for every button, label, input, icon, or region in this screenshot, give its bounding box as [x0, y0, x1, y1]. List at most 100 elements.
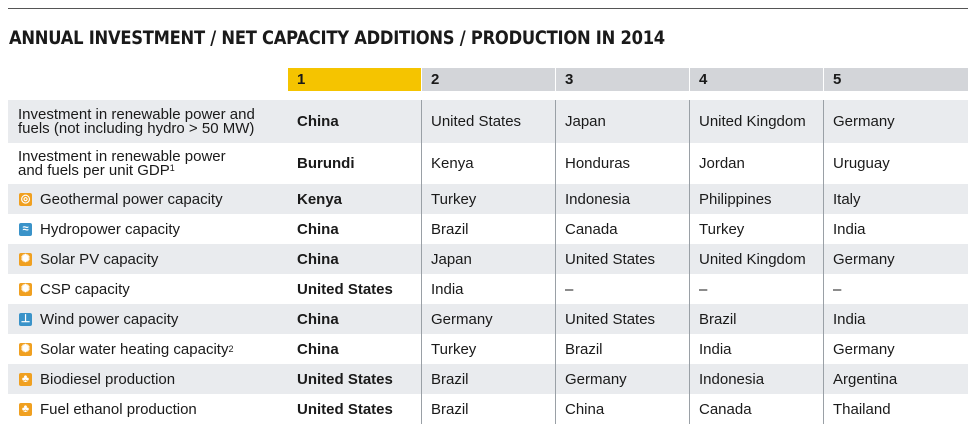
- rank-2-cell: Turkey: [431, 190, 477, 208]
- rank-2-cell: Japan: [431, 250, 472, 268]
- row-label-text: Solar water heating capacity: [40, 340, 229, 358]
- rank-2-cell: Germany: [431, 310, 493, 328]
- table-row: ✺ Solar water heating capacity 2 China Turke…: [8, 334, 968, 364]
- rank-3-cell: United States: [565, 250, 656, 268]
- row-label-text: Hydropower capacity: [40, 220, 181, 238]
- column-header-2: 2: [422, 68, 555, 91]
- rank-3-cell: Japan: [565, 113, 606, 130]
- rank-4-cell: United Kingdom: [699, 113, 806, 130]
- footnote-marker: 1: [169, 162, 175, 173]
- table-row: ✺ Solar PV capacity China Japan United State…: [8, 244, 968, 274]
- rank-3-cell: –: [565, 280, 574, 298]
- rank-2-cell: Kenya: [431, 155, 474, 172]
- rank-5-cell: Argentina: [833, 370, 898, 388]
- column-divider: [555, 100, 556, 424]
- rank-1-cell: China: [297, 220, 339, 238]
- row-label: ✺ CSP capacity: [8, 274, 130, 304]
- page-title: ANNUAL INVESTMENT / NET CAPACITY ADDITIO…: [9, 27, 665, 49]
- row-label-text: Fuel ethanol production: [40, 400, 197, 418]
- row-label-line1: Investment in renewable power and: [18, 105, 255, 123]
- table-row: ✺ CSP capacity United States India – – –: [8, 274, 968, 304]
- row-label-text: Biodiesel production: [40, 370, 176, 388]
- rank-1-cell: United States: [297, 280, 393, 298]
- rank-3-cell: United States: [565, 310, 656, 328]
- rank-1-cell: Burundi: [297, 155, 355, 172]
- hydropower-icon: ≈: [19, 222, 32, 236]
- column-header-4: 4: [690, 68, 823, 91]
- rank-1-cell: China: [297, 113, 339, 130]
- rank-5-cell: –: [833, 280, 842, 298]
- row-label: ⊥ Wind power capacity: [8, 304, 178, 334]
- solar-pv-icon: ✺: [19, 252, 32, 266]
- row-label-text: Wind power capacity: [40, 310, 179, 328]
- row-label: ✺ Solar water heating capacity 2: [19, 340, 234, 358]
- column-header-3: 3: [556, 68, 689, 91]
- row-label-text: Geothermal power capacity: [40, 190, 223, 208]
- rank-2-cell: United States: [431, 113, 522, 130]
- solar-water-heating-icon: ✺: [19, 342, 32, 356]
- biodiesel-icon: ♣: [19, 372, 32, 386]
- row-label: ≈ Hydropower capacity: [8, 214, 180, 244]
- rank-4-cell: Turkey: [699, 220, 745, 238]
- fuel-ethanol-icon: ♣: [19, 402, 32, 416]
- wind-power-icon: ⊥: [19, 312, 32, 326]
- rank-1-cell: United States: [297, 400, 393, 418]
- table-row: ♣ Fuel ethanol production United States Bra…: [8, 394, 968, 424]
- rank-3-cell: Germany: [565, 370, 627, 388]
- column-header-5: 5: [824, 68, 968, 91]
- rank-3-cell: Brazil: [565, 340, 603, 358]
- rank-4-cell: India: [699, 340, 732, 358]
- table-row: Investment in renewable power and fuels (…: [8, 100, 968, 143]
- rank-2-cell: Turkey: [431, 340, 477, 358]
- rank-3-cell: Indonesia: [565, 190, 631, 208]
- rank-3-cell: China: [565, 400, 605, 418]
- rank-4-cell: Canada: [699, 400, 752, 418]
- rank-5-cell: Uruguay: [833, 155, 890, 172]
- table-row: Investment in renewable power and fuels p…: [8, 143, 968, 184]
- table-row: ⊥ Wind power capacity China Germany United S…: [8, 304, 968, 334]
- rank-4-cell: United Kingdom: [699, 250, 806, 268]
- rank-3-cell: Canada: [565, 220, 618, 238]
- row-label-line2: fuels (not including hydro > 50 MW): [18, 119, 255, 137]
- row-label-line2: and fuels per unit GDP: [18, 161, 170, 179]
- table-row: ♣ Biodiesel production United States Brazil…: [8, 364, 968, 394]
- rank-4-cell: Brazil: [699, 310, 737, 328]
- rank-5-cell: Germany: [833, 250, 895, 268]
- row-label-line1: Investment in renewable power: [18, 147, 226, 165]
- rank-3-cell: Honduras: [565, 155, 631, 172]
- row-label-text: Solar PV capacity: [40, 250, 159, 268]
- rank-1-cell: Kenya: [297, 190, 343, 208]
- row-label: Investment in renewable power and fuels (…: [8, 100, 255, 143]
- rank-1-cell: United States: [297, 370, 393, 388]
- column-divider: [689, 100, 690, 424]
- row-label: Investment in renewable power and fuels p…: [8, 143, 226, 184]
- rank-2-cell: India: [431, 280, 464, 298]
- rank-4-cell: Philippines: [699, 190, 772, 208]
- rank-2-cell: Brazil: [431, 400, 469, 418]
- row-label: ✺ Solar PV capacity: [8, 244, 158, 274]
- rank-5-cell: Germany: [833, 113, 895, 130]
- rank-5-cell: Germany: [833, 340, 895, 358]
- row-label: ♣ Biodiesel production: [8, 364, 175, 394]
- rank-5-cell: Thailand: [833, 400, 891, 418]
- row-label: ◎ Geothermal power capacity: [8, 184, 223, 214]
- row-label-text: CSP capacity: [40, 280, 130, 298]
- column-header-1: 1: [288, 68, 421, 91]
- rank-4-cell: –: [699, 280, 708, 298]
- rank-4-cell: Jordan: [699, 155, 745, 172]
- geothermal-icon: ◎: [19, 192, 32, 206]
- row-label: ♣ Fuel ethanol production: [8, 394, 197, 424]
- rank-2-cell: Brazil: [431, 220, 469, 238]
- rank-1-cell: China: [297, 340, 339, 358]
- rank-1-cell: China: [297, 250, 339, 268]
- rank-1-cell: China: [297, 310, 339, 328]
- rank-5-cell: Italy: [833, 190, 861, 208]
- rank-2-cell: Brazil: [431, 370, 469, 388]
- column-divider: [823, 100, 824, 424]
- table-row: ◎ Geothermal power capacity Kenya Turkey Ind…: [8, 184, 968, 214]
- rank-5-cell: India: [833, 310, 866, 328]
- column-divider: [421, 100, 422, 424]
- csp-icon: ✺: [19, 282, 32, 296]
- rank-4-cell: Indonesia: [699, 370, 765, 388]
- table-row: ≈ Hydropower capacity China Brazil Canada Tur…: [8, 214, 968, 244]
